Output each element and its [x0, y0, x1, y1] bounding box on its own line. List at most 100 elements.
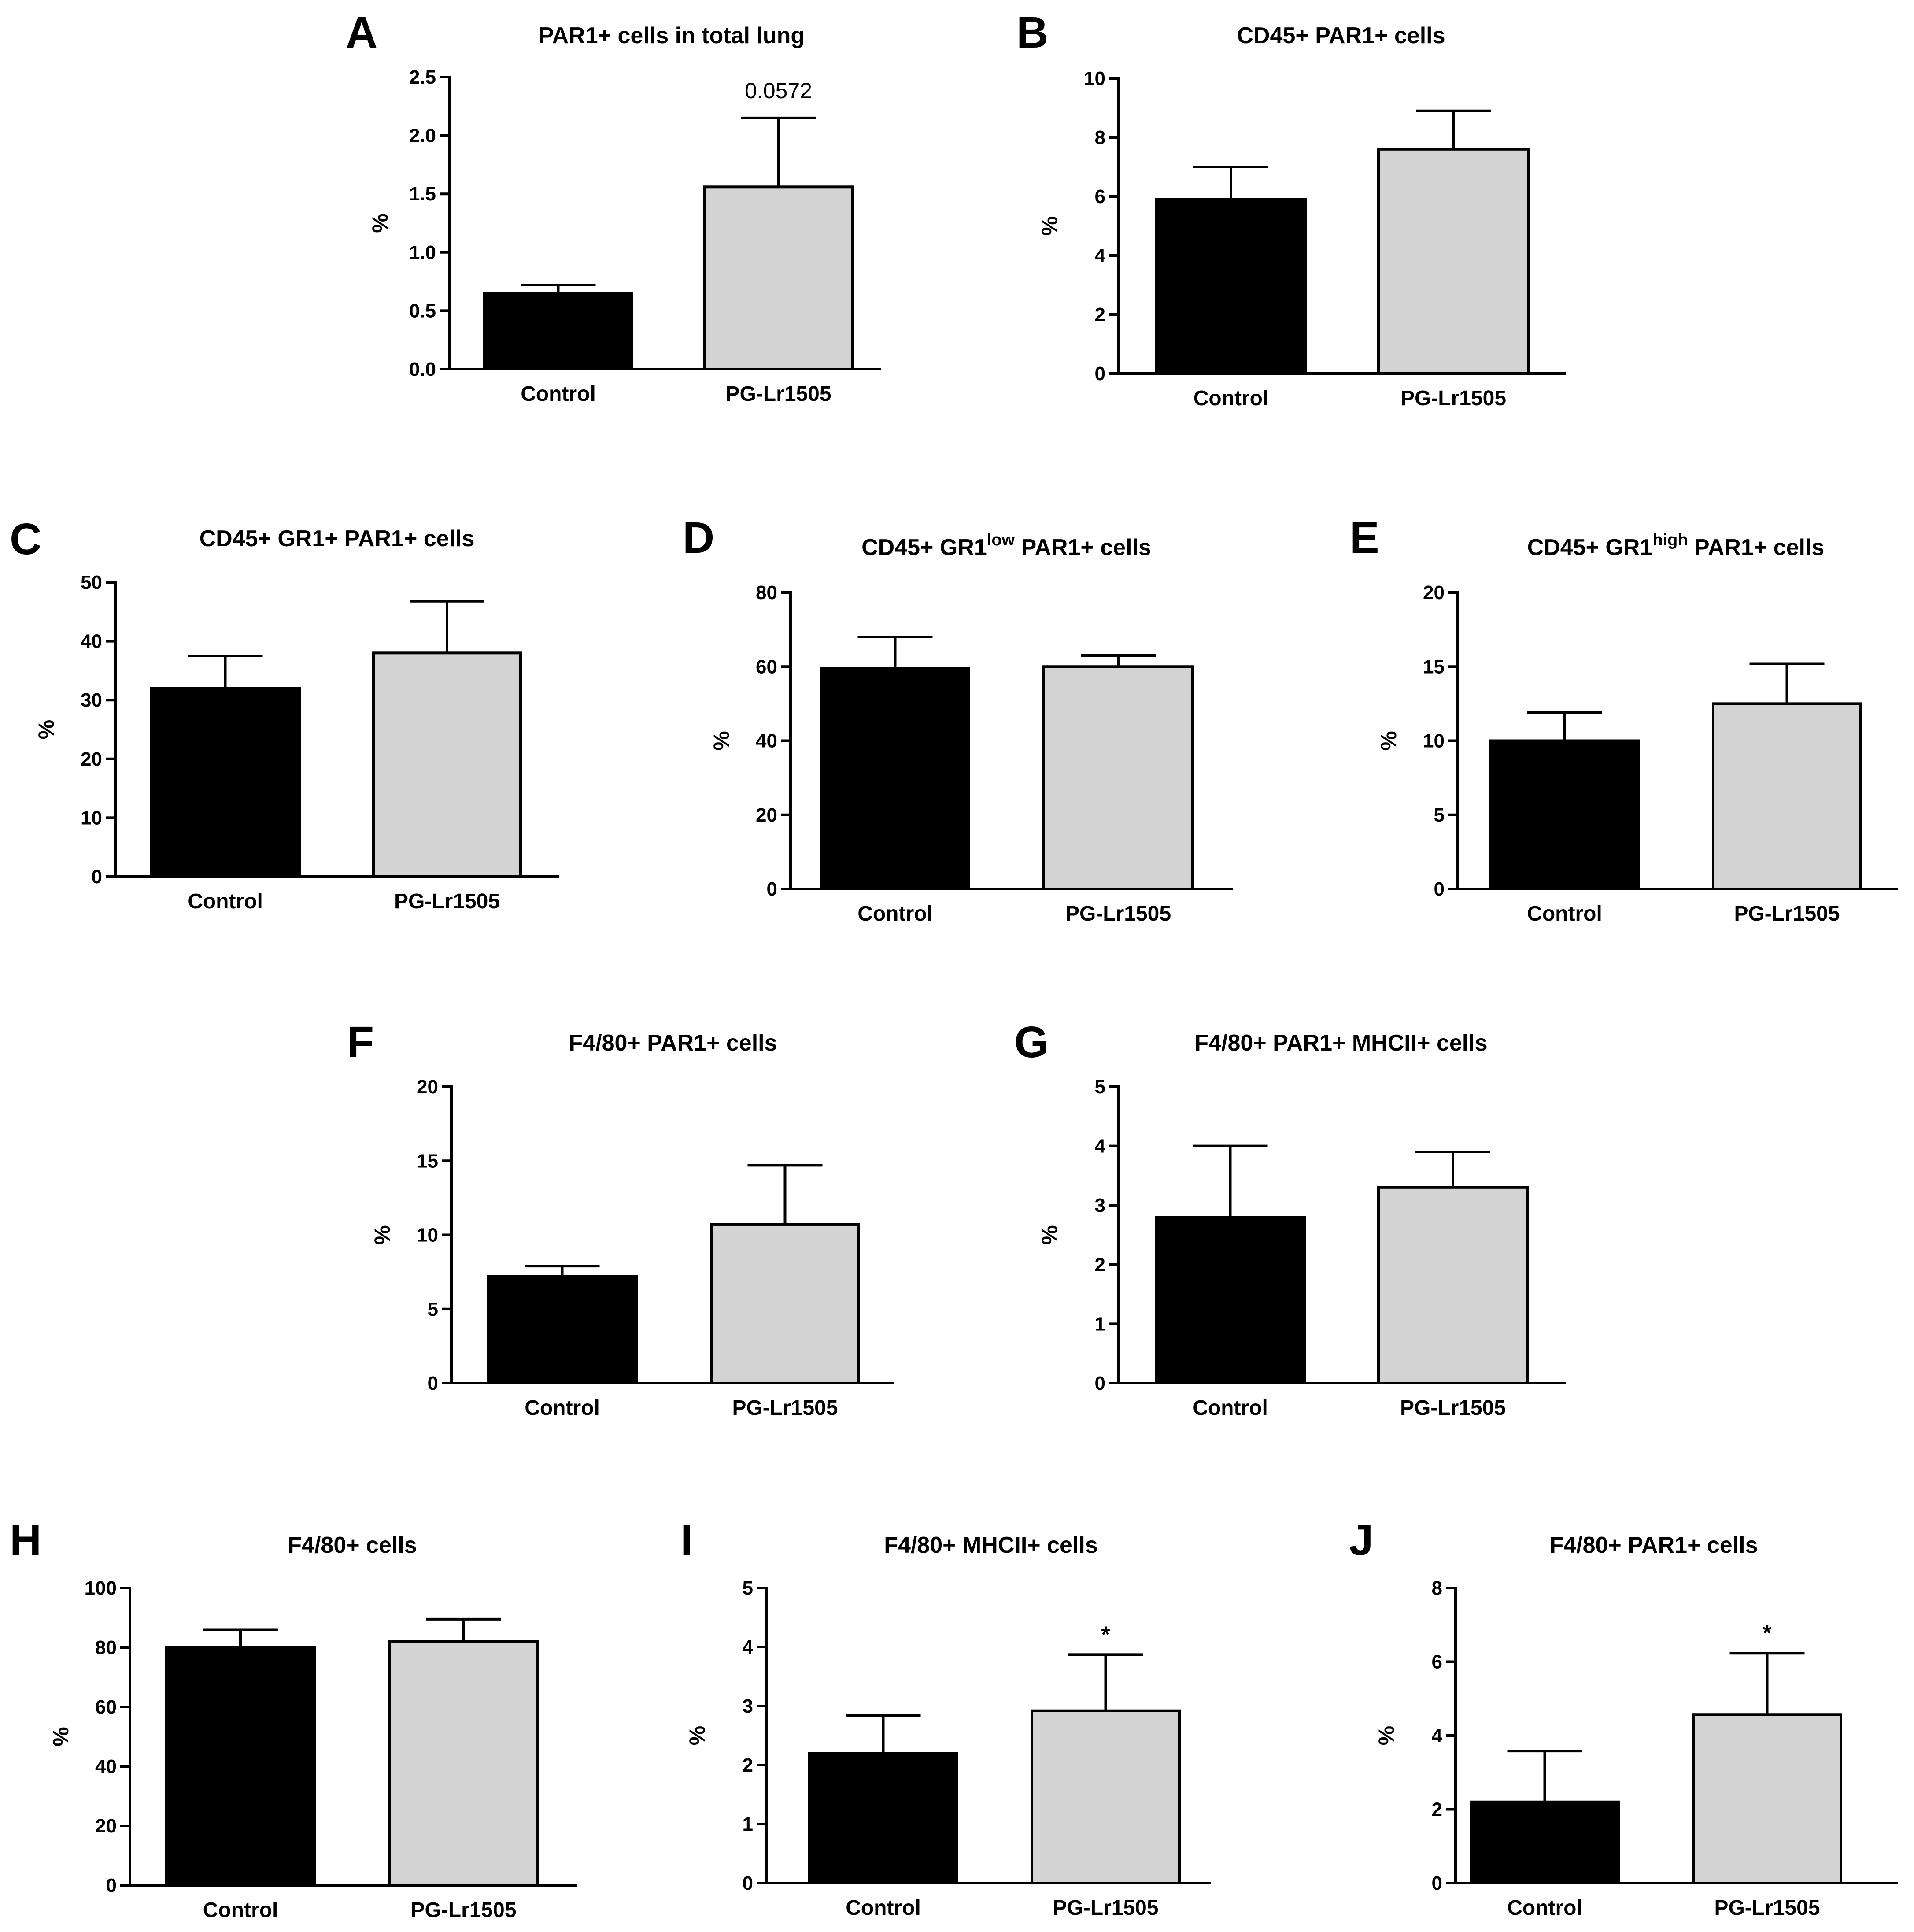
y-axis-label: %	[1376, 731, 1401, 750]
y-tick-label: 0	[92, 866, 102, 888]
bar-pg-lr1505	[1692, 1713, 1842, 1884]
y-tick-label: 4	[743, 1636, 754, 1658]
y-tick-label: 2.0	[409, 125, 436, 147]
chart-title: F4/80+ PAR1+ MHCII+ cells	[1194, 1030, 1487, 1056]
panel-a: A PAR1+ cells in total lung 0.0 0.5 1.0 1.5 2.…	[346, 8, 881, 406]
y-tick-label: 1.0	[409, 242, 436, 263]
x-category-label: PG-Lr1505	[1400, 387, 1506, 410]
y-tick-label: 0	[1095, 363, 1105, 385]
bar-pg-lr1505	[710, 1223, 860, 1385]
y-tick-label: 2.5	[409, 67, 436, 88]
y-tick-label: 20	[756, 804, 777, 826]
bar-pg-lr1505	[1712, 702, 1862, 890]
x-category-label: Control	[1527, 902, 1602, 925]
y-tick-label: 0	[767, 878, 777, 900]
y-tick-label: 4	[1095, 1136, 1106, 1157]
y-tick-label: 40	[81, 631, 102, 652]
y-axis-label: %	[370, 1225, 395, 1244]
bar-control	[808, 1752, 958, 1884]
y-axis-label: %	[48, 1727, 73, 1746]
x-category-label: PG-Lr1505	[732, 1396, 838, 1420]
x-category-label: PG-Lr1505	[1053, 1896, 1158, 1920]
y-tick-label: 8	[1432, 1577, 1442, 1599]
panel-letter: D	[683, 513, 714, 563]
bar-control	[483, 292, 633, 370]
bar-control	[150, 687, 301, 878]
x-category-label: PG-Lr1505	[725, 382, 831, 406]
bar-control	[487, 1275, 638, 1384]
y-tick-label: 1.5	[409, 183, 436, 205]
y-tick-label: 4	[1432, 1725, 1443, 1747]
y-tick-label: 10	[1423, 730, 1445, 752]
y-tick-label: 0	[428, 1373, 438, 1394]
x-category-label: PG-Lr1505	[1734, 902, 1840, 925]
x-category-label: Control	[846, 1896, 921, 1920]
y-tick-label: 80	[95, 1637, 117, 1658]
y-tick-label: 20	[1423, 582, 1445, 603]
chart-title: F4/80+ MHCII+ cells	[884, 1532, 1098, 1558]
bar-control	[165, 1646, 316, 1887]
y-axis-label: %	[34, 720, 59, 739]
y-tick-label: 20	[417, 1076, 438, 1098]
y-tick-label: 8	[1095, 127, 1105, 148]
bar-control	[1470, 1800, 1620, 1884]
y-tick-label: 3	[1095, 1195, 1105, 1216]
bar-control	[1155, 1216, 1306, 1385]
y-tick-label: 2	[1095, 1254, 1105, 1276]
y-tick-label: 1	[1095, 1313, 1105, 1335]
bar-pg-lr1505	[388, 1640, 539, 1887]
panel-b: B CD45+ PAR1+ cells 0 2 4 6 8 10% Control PG-Lr15…	[1016, 8, 1566, 410]
y-tick-label: 1	[743, 1814, 753, 1835]
panel-i: I F4/80+ MHCII+ cells 0 1 2 3 4 5% Control PG-Lr1…	[680, 1515, 1211, 1920]
significance-marker: *	[1763, 1621, 1772, 1646]
x-category-label: Control	[521, 382, 596, 406]
y-axis-label: %	[1037, 1225, 1062, 1244]
panel-letter: H	[10, 1515, 41, 1565]
bar-pg-lr1505	[1031, 1709, 1181, 1884]
panel-g: G F4/80+ PAR1+ MHCII+ cells 0 1 2 3 4 5% Control…	[1014, 1018, 1566, 1420]
y-tick-label: 0.5	[409, 300, 436, 322]
panel-h: H F4/80+ cells 0 20 40 60 80 100% Control PG-Lr15…	[10, 1515, 577, 1922]
p-value-label: 0.0572	[745, 78, 812, 103]
chart-title: CD45+ GR1low PAR1+ cells	[861, 531, 1151, 560]
y-tick-label: 20	[95, 1815, 117, 1837]
y-tick-label: 6	[1432, 1651, 1442, 1673]
y-axis-label: %	[709, 731, 734, 750]
chart-title: F4/80+ cells	[288, 1532, 417, 1558]
y-tick-label: 2	[743, 1754, 753, 1776]
x-category-label: PG-Lr1505	[1065, 902, 1171, 925]
chart-title: F4/80+ PAR1+ cells	[569, 1030, 777, 1056]
significance-marker: *	[1101, 1622, 1110, 1647]
y-tick-label: 40	[756, 730, 777, 752]
y-tick-label: 5	[1095, 1076, 1105, 1098]
y-tick-label: 2	[1095, 304, 1105, 326]
y-tick-label: 60	[756, 656, 777, 677]
panel-letter: I	[680, 1515, 693, 1565]
y-tick-label: 6	[1095, 186, 1105, 207]
y-axis-label: %	[1037, 216, 1062, 236]
y-tick-label: 40	[95, 1756, 117, 1777]
chart-title: PAR1+ cells in total lung	[539, 23, 805, 48]
panel-f: F F4/80+ PAR1+ cells 0 5 10 15 20% Control PG-Lr…	[347, 1018, 894, 1420]
y-tick-label: 100	[85, 1577, 117, 1599]
x-category-label: Control	[188, 890, 263, 913]
y-tick-label: 0.0	[409, 359, 436, 380]
bar-pg-lr1505	[372, 651, 522, 878]
panel-e: E CD45+ GR1high PAR1+ cells 0 5 10 15 20% Contr…	[1350, 513, 1898, 925]
x-category-label: PG-Lr1505	[410, 1899, 516, 1922]
x-category-label: Control	[1193, 1396, 1268, 1420]
y-axis-label: %	[685, 1726, 709, 1745]
y-tick-label: 3	[743, 1695, 753, 1717]
y-tick-label: 60	[95, 1696, 117, 1718]
x-category-label: Control	[1193, 387, 1269, 410]
y-tick-label: 10	[81, 807, 102, 829]
bar-control	[1489, 739, 1640, 890]
chart-title: CD45+ PAR1+ cells	[1237, 23, 1445, 48]
y-tick-label: 0	[1434, 878, 1445, 900]
panel-letter: G	[1014, 1018, 1049, 1067]
y-tick-label: 15	[1423, 656, 1445, 677]
y-axis-label: %	[1374, 1726, 1399, 1745]
panel-c: C CD45+ GR1+ PAR1+ cells 0 10 20 30 40 50% Contr…	[10, 514, 559, 913]
panel-letter: B	[1016, 8, 1048, 57]
y-tick-label: 50	[81, 572, 102, 593]
